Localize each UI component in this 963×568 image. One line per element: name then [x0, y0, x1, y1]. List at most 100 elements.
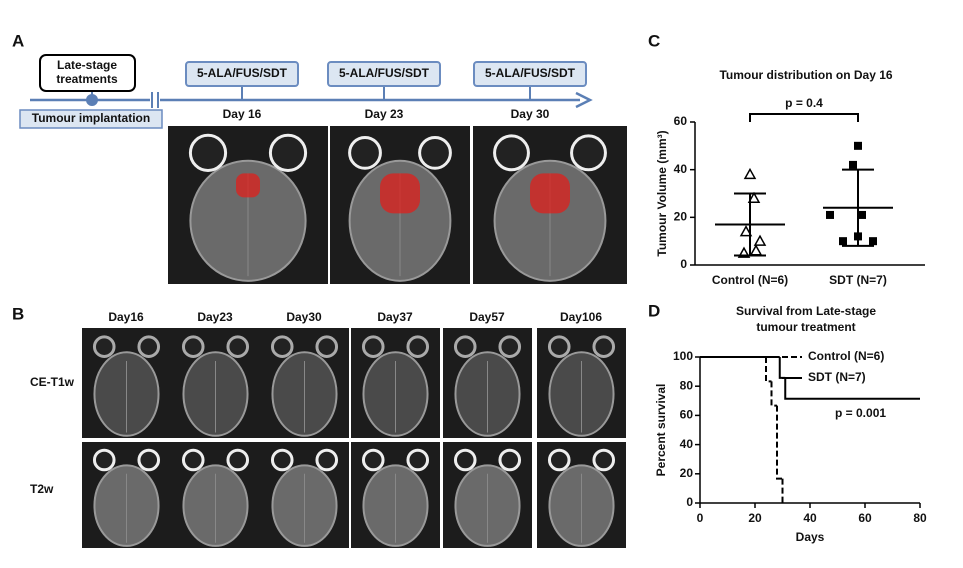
data-point [753, 234, 767, 246]
eye [92, 448, 116, 472]
y-tick-label: 20 [674, 210, 688, 224]
treatment-label: 5-ALA/FUS/SDT [197, 66, 288, 80]
data-point [869, 237, 877, 246]
error-bar [734, 192, 766, 257]
annotation: p = 0.001 [835, 406, 886, 420]
y-tick-label: 0 [686, 495, 693, 509]
data-point [826, 210, 834, 219]
eye [226, 448, 250, 472]
data-point [854, 141, 862, 150]
event-box-text: Late-stage [57, 58, 117, 72]
data-point [858, 210, 866, 219]
data-point [849, 160, 857, 169]
x-tick-label: 80 [913, 511, 927, 525]
error-bar [842, 168, 874, 247]
treatment-box [185, 61, 299, 87]
day-label: Day 30 [511, 107, 550, 121]
eye [418, 135, 452, 170]
data-point [743, 167, 757, 180]
column-label: Day57 [469, 310, 505, 324]
survival-step [778, 357, 786, 379]
y-tick-label: 60 [680, 408, 694, 422]
eye [453, 448, 477, 472]
day-label: Day 23 [365, 107, 404, 121]
eye [268, 133, 308, 172]
eye [188, 133, 228, 172]
eye [493, 134, 530, 172]
x-tick-label: 40 [803, 511, 817, 525]
chart-title: Survival from Late-stage [736, 304, 876, 318]
column-label: Day106 [560, 310, 602, 324]
baseline-box [19, 109, 163, 129]
x-tick-label: 60 [858, 511, 872, 525]
eye [570, 134, 607, 172]
eye [361, 335, 385, 358]
overlay [530, 173, 570, 214]
event-box [39, 54, 136, 92]
eye [226, 335, 250, 358]
eye [406, 448, 430, 472]
overlay [236, 173, 260, 198]
x-tick-label: 20 [748, 511, 762, 525]
panel-label: A [12, 31, 24, 50]
eye [315, 335, 339, 358]
treatment-box [473, 61, 587, 87]
eye [453, 335, 477, 358]
eye [270, 448, 294, 472]
x-tick-label: 0 [697, 511, 704, 525]
eye [348, 135, 382, 170]
legend-label: Control (N=6) [808, 349, 884, 363]
timeline-arrow [575, 91, 593, 109]
data-point [739, 225, 753, 237]
eye [361, 448, 385, 472]
timeline-dot [86, 94, 98, 106]
y-tick-label: 0 [680, 257, 687, 271]
chart-title: Tumour distribution on Day 16 [719, 68, 892, 82]
treatment-label: 5-ALA/FUS/SDT [339, 66, 430, 80]
treatment-label: 5-ALA/FUS/SDT [485, 66, 576, 80]
legend-label: SDT (N=7) [808, 370, 866, 384]
eye [498, 335, 522, 358]
column-label: Day37 [377, 310, 413, 324]
eye [92, 335, 116, 358]
eye [547, 335, 571, 358]
eye [406, 335, 430, 358]
panel-label: C [648, 31, 660, 50]
survival-step [784, 377, 920, 400]
treatment-box [327, 61, 441, 87]
column-label: Day23 [197, 310, 233, 324]
y-tick-label: 80 [680, 378, 694, 392]
annotation: p = 0.4 [785, 96, 823, 110]
survival-step [765, 357, 772, 383]
data-point [839, 237, 847, 246]
y-tick-label: 20 [680, 466, 694, 480]
eye [270, 335, 294, 358]
eye [498, 448, 522, 472]
y-axis-label: Percent survival [654, 384, 668, 477]
data-point [747, 191, 761, 204]
survival-step [770, 381, 777, 407]
baseline-label: Tumour implantation [32, 111, 150, 125]
eye [181, 448, 205, 472]
day-label: Day 16 [223, 107, 262, 121]
eye [592, 335, 616, 358]
x-axis-label: Days [796, 530, 825, 544]
significance-bracket [749, 113, 859, 122]
x-tick-label: SDT (N=7) [829, 273, 887, 287]
row-label: CE-T1w [30, 375, 75, 389]
y-tick-label: 40 [680, 437, 694, 451]
y-tick-label: 60 [674, 114, 688, 128]
event-box-text: treatments [56, 72, 118, 86]
x-tick-label: Control (N=6) [712, 273, 788, 287]
chart-title: tumour treatment [756, 320, 855, 334]
eye [137, 448, 161, 472]
eye [315, 448, 339, 472]
panel-label: D [648, 301, 660, 320]
y-tick-label: 100 [673, 349, 693, 363]
overlay [380, 173, 420, 214]
eye [181, 335, 205, 358]
eye [547, 448, 571, 472]
survival-step [776, 405, 783, 480]
eye [592, 448, 616, 472]
